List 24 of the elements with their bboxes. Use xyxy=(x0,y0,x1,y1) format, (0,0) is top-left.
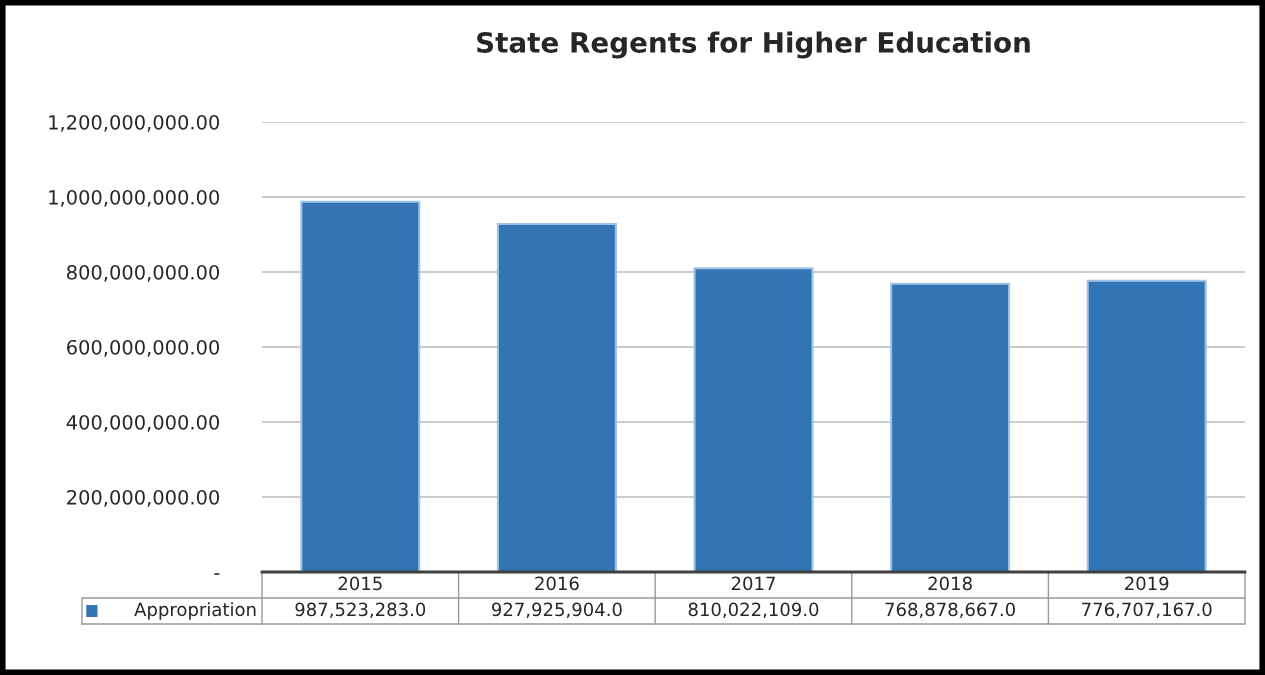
data-label: 810,022,109.0 xyxy=(688,602,819,619)
x-tick-label: 2015 xyxy=(338,576,382,591)
x-tick-label: 2018 xyxy=(928,576,972,591)
y-tick-label: 400,000,000.00 xyxy=(66,414,220,432)
legend-label: Appropriation xyxy=(134,602,256,620)
x-tick-label: 2016 xyxy=(535,576,579,591)
data-label: 987,523,283.0 xyxy=(295,602,426,619)
data-label: 776,707,167.0 xyxy=(1082,602,1212,619)
bar xyxy=(1086,279,1207,572)
x-tick-label: 2019 xyxy=(1125,576,1169,591)
y-tick-label: - xyxy=(214,573,220,575)
bar xyxy=(496,222,617,572)
bar xyxy=(300,200,421,572)
bar xyxy=(890,282,1011,572)
y-tick-label: 800,000,000.00 xyxy=(67,264,220,282)
y-tick-label: 1,200,000,000.00 xyxy=(49,114,220,132)
y-tick-label: 600,000,000.00 xyxy=(67,339,220,357)
chart-title: State Regents for Higher Education xyxy=(477,31,1030,59)
data-label: 768,878,667.0 xyxy=(885,602,1015,619)
data-label: 927,925,904.0 xyxy=(491,602,622,619)
y-tick-label: 1,000,000,000.00 xyxy=(49,189,220,207)
y-tick-label: 200,000,000.00 xyxy=(67,489,220,507)
bar xyxy=(693,267,814,572)
x-tick-label: 2017 xyxy=(731,576,775,591)
